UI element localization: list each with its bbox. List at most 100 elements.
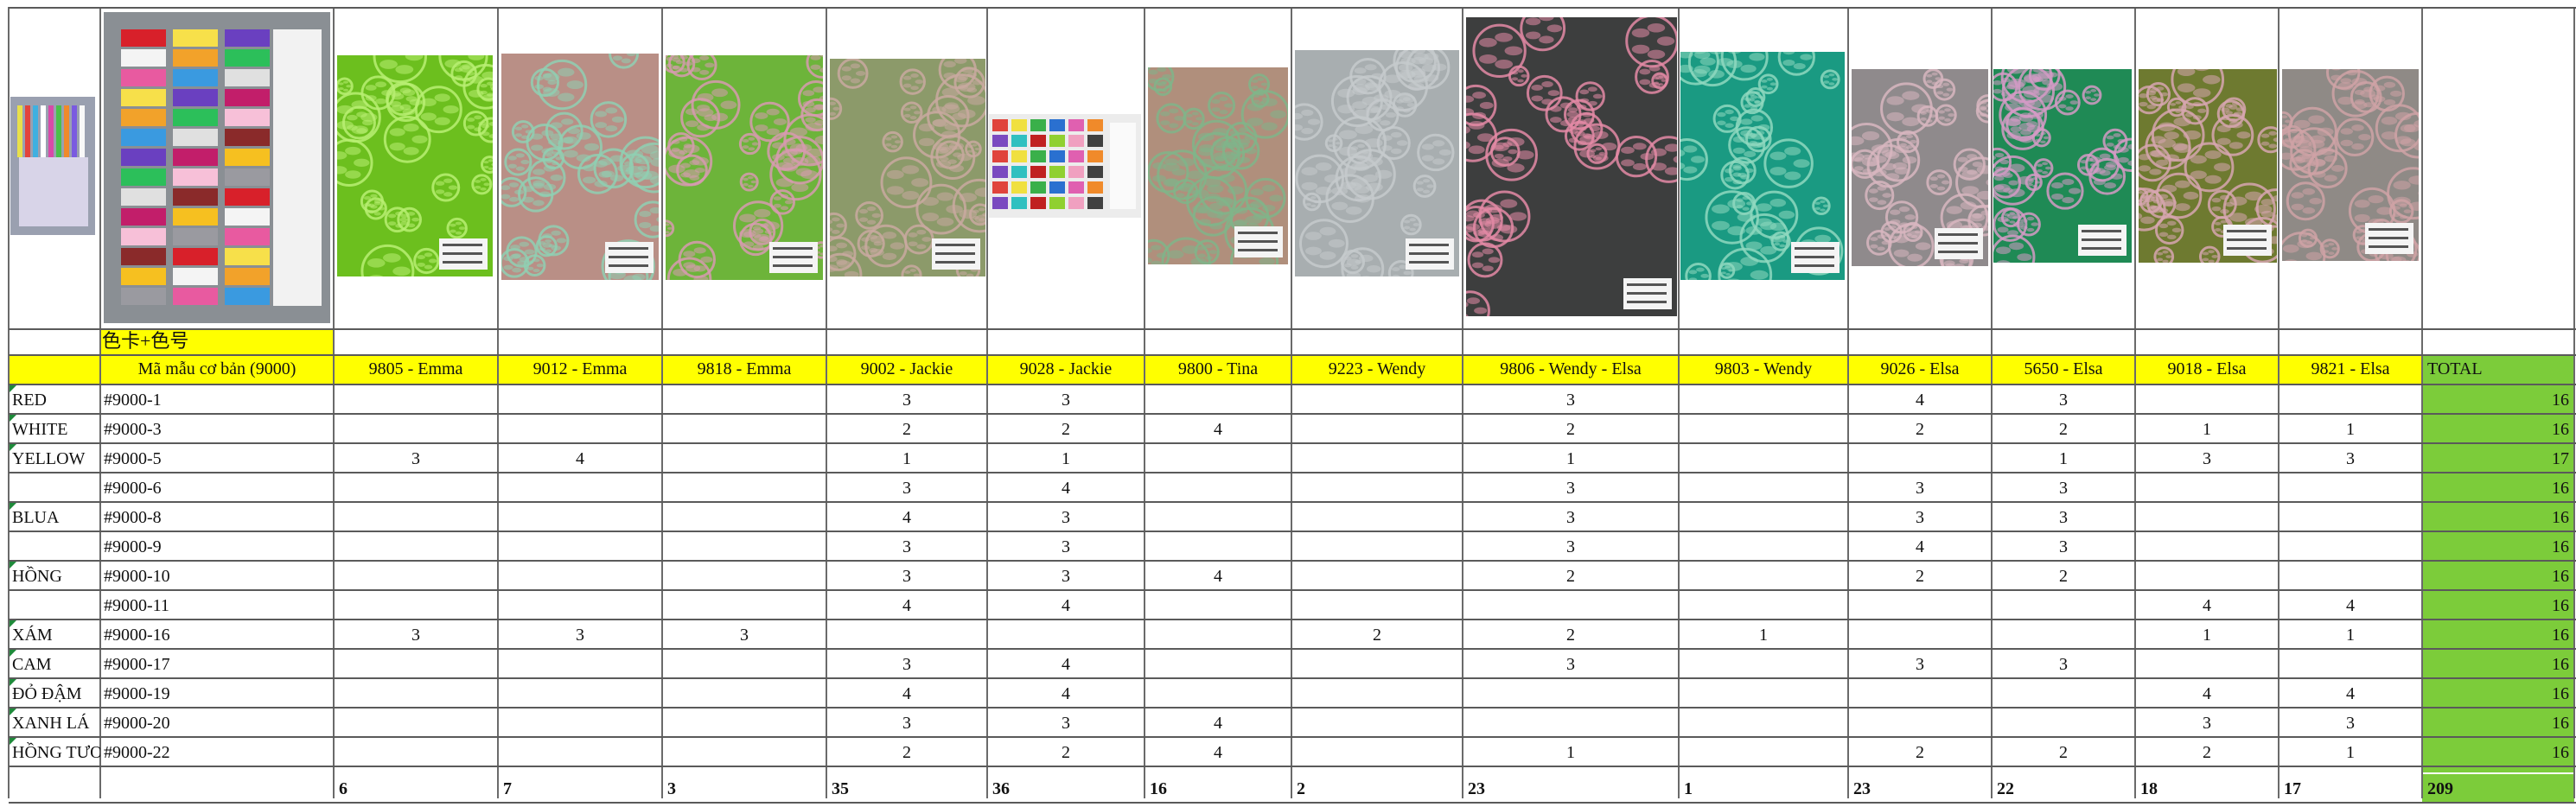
row-color-name[interactable]: WHITE [12, 420, 68, 439]
column-header[interactable]: 5650 - Elsa [2024, 359, 2103, 378]
row-color-name[interactable]: HỒNG [12, 567, 62, 586]
table-cell[interactable] [1680, 650, 1846, 679]
table-cell[interactable]: 3 [1062, 714, 1070, 733]
table-cell[interactable]: 4 [1214, 567, 1222, 586]
table-cell[interactable] [2280, 503, 2420, 532]
table-cell[interactable] [500, 415, 660, 444]
row-total[interactable]: 16 [2552, 714, 2569, 733]
row-color-name[interactable]: XÁM [12, 626, 53, 645]
table-cell[interactable]: 4 [1214, 420, 1222, 439]
column-header[interactable]: 9012 - Emma [532, 359, 628, 378]
column-total[interactable]: 3 [667, 779, 676, 798]
table-cell[interactable]: 3 [576, 626, 584, 645]
table-cell[interactable] [2280, 532, 2420, 562]
row-color-name[interactable]: CAM [12, 655, 52, 674]
table-cell[interactable] [664, 532, 825, 562]
table-cell[interactable]: 3 [2059, 508, 2068, 527]
table-cell[interactable]: 4 [1062, 655, 1070, 674]
table-cell[interactable] [664, 385, 825, 415]
table-cell[interactable]: 4 [2346, 596, 2355, 615]
table-cell[interactable] [1680, 415, 1846, 444]
table-cell[interactable] [1850, 679, 1990, 709]
table-cell[interactable] [664, 738, 825, 767]
table-cell[interactable] [664, 473, 825, 503]
table-cell[interactable]: 3 [1062, 567, 1070, 586]
column-header[interactable]: 9028 - Jackie [1019, 359, 1113, 378]
table-cell[interactable]: 3 [1062, 391, 1070, 410]
table-cell[interactable] [1993, 591, 2133, 620]
table-cell[interactable]: 3 [902, 567, 911, 586]
column-total[interactable]: 23 [1853, 779, 1871, 798]
row-code[interactable]: #9000-10 [104, 567, 170, 586]
table-cell[interactable]: 2 [1566, 420, 1575, 439]
row-total[interactable]: 16 [2552, 537, 2569, 556]
table-cell[interactable]: 2 [1916, 567, 1924, 586]
table-cell[interactable]: 3 [1566, 655, 1575, 674]
table-cell[interactable]: 3 [1916, 508, 1924, 527]
table-cell[interactable] [1993, 620, 2133, 650]
table-cell[interactable]: 3 [740, 626, 749, 645]
row-total[interactable]: 16 [2552, 479, 2569, 498]
table-cell[interactable] [1464, 591, 1677, 620]
table-cell[interactable]: 3 [2059, 391, 2068, 410]
table-cell[interactable] [664, 679, 825, 709]
table-cell[interactable]: 3 [902, 655, 911, 674]
table-cell[interactable] [1293, 650, 1461, 679]
table-cell[interactable] [1146, 503, 1290, 532]
table-cell[interactable]: 1 [2203, 420, 2211, 439]
row-code[interactable]: #9000-20 [104, 714, 170, 733]
table-cell[interactable]: 1 [1062, 449, 1070, 468]
row-code[interactable]: #9000-17 [104, 655, 170, 674]
table-cell[interactable] [1146, 473, 1290, 503]
table-cell[interactable]: 3 [2059, 655, 2068, 674]
table-cell[interactable]: 4 [902, 508, 911, 527]
grand-total[interactable]: 209 [2427, 779, 2453, 798]
table-cell[interactable] [1293, 473, 1461, 503]
table-cell[interactable] [1146, 620, 1290, 650]
column-total[interactable]: 7 [503, 779, 512, 798]
table-cell[interactable]: 3 [411, 626, 420, 645]
row-color-name[interactable]: ĐỎ ĐẬM [12, 684, 82, 703]
table-cell[interactable] [335, 591, 496, 620]
row-total[interactable]: 16 [2552, 567, 2569, 586]
table-cell[interactable] [2137, 650, 2277, 679]
table-cell[interactable] [335, 679, 496, 709]
column-header[interactable]: 9806 - Wendy - Elsa [1500, 359, 1642, 378]
table-cell[interactable] [500, 503, 660, 532]
row-total[interactable]: 16 [2552, 626, 2569, 645]
table-cell[interactable]: 2 [1373, 626, 1381, 645]
table-cell[interactable]: 1 [2059, 449, 2068, 468]
table-cell[interactable] [335, 650, 496, 679]
column-total[interactable]: 2 [1297, 779, 1305, 798]
table-cell[interactable]: 3 [1566, 391, 1575, 410]
table-cell[interactable]: 2 [2059, 567, 2068, 586]
table-cell[interactable]: 4 [902, 684, 911, 703]
row-color-name[interactable]: YELLOW [12, 449, 86, 468]
table-cell[interactable] [664, 444, 825, 473]
table-cell[interactable] [1680, 591, 1846, 620]
table-cell[interactable] [1850, 620, 1990, 650]
table-cell[interactable] [335, 415, 496, 444]
row-total[interactable]: 16 [2552, 743, 2569, 762]
table-cell[interactable] [335, 738, 496, 767]
table-cell[interactable] [1680, 709, 1846, 738]
table-cell[interactable]: 3 [1062, 537, 1070, 556]
column-total[interactable]: 18 [2140, 779, 2158, 798]
table-cell[interactable] [335, 385, 496, 415]
column-header[interactable]: 9800 - Tina [1177, 359, 1259, 378]
table-cell[interactable]: 3 [902, 391, 911, 410]
table-cell[interactable] [1146, 650, 1290, 679]
table-cell[interactable]: 3 [1566, 479, 1575, 498]
table-cell[interactable]: 3 [902, 537, 911, 556]
column-total[interactable]: 17 [2284, 779, 2301, 798]
table-cell[interactable]: 3 [2346, 714, 2355, 733]
table-cell[interactable]: 3 [2059, 479, 2068, 498]
column-total[interactable]: 23 [1468, 779, 1485, 798]
row-color-name[interactable] [12, 532, 100, 562]
table-cell[interactable] [1464, 709, 1677, 738]
table-cell[interactable] [1680, 503, 1846, 532]
table-cell[interactable] [1993, 679, 2133, 709]
row-color-name[interactable]: BLUA [12, 508, 60, 527]
table-cell[interactable] [2137, 503, 2277, 532]
table-cell[interactable]: 3 [2346, 449, 2355, 468]
